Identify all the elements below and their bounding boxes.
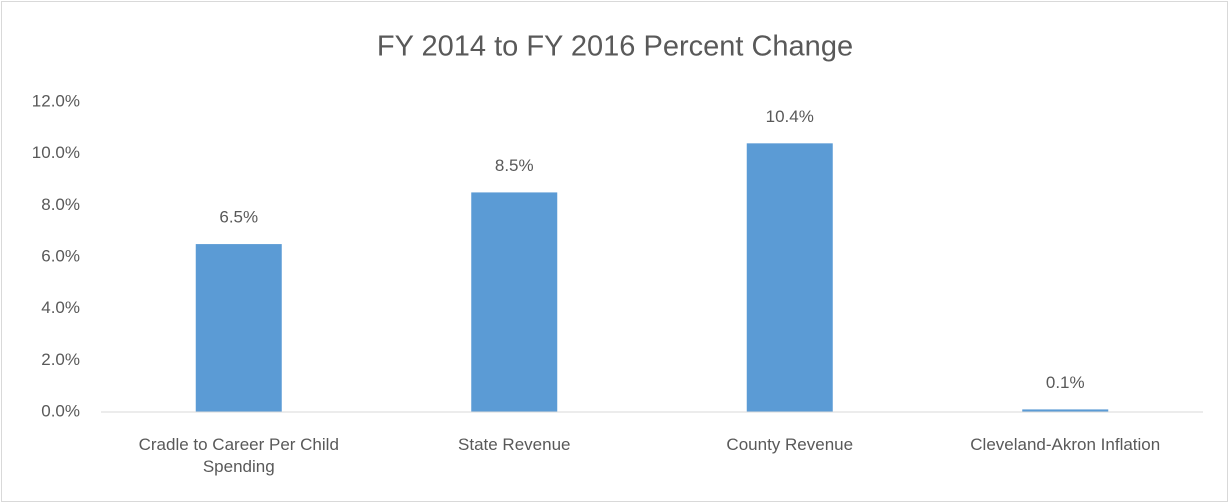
y-tick-label: 6.0% xyxy=(41,246,80,265)
y-tick-label: 4.0% xyxy=(41,298,80,317)
y-tick-label: 8.0% xyxy=(41,195,80,214)
data-label: 6.5% xyxy=(219,208,258,227)
x-tick-label: Cradle to Career Per Child Spending xyxy=(138,435,339,476)
bar xyxy=(195,244,282,412)
bar xyxy=(471,192,558,412)
y-tick-label: 0.0% xyxy=(41,401,80,420)
data-label: 0.1% xyxy=(1046,373,1085,392)
y-tick-label: 10.0% xyxy=(32,143,80,162)
x-tick-label: County Revenue xyxy=(726,435,854,454)
x-tick-label: State Revenue xyxy=(458,435,571,454)
data-label: 8.5% xyxy=(495,156,534,175)
x-tick-label: Cleveland-Akron Inflation xyxy=(970,435,1161,454)
y-tick-label: 2.0% xyxy=(41,350,80,369)
y-tick-label: 12.0% xyxy=(32,91,80,110)
bar xyxy=(746,143,833,413)
chart-title: FY 2014 to FY 2016 Percent Change xyxy=(377,31,853,63)
data-label: 10.4% xyxy=(766,107,814,126)
bar xyxy=(1022,409,1109,412)
